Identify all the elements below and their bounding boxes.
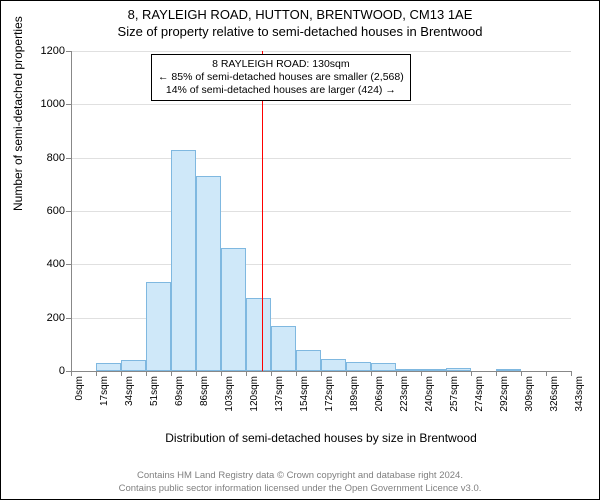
histogram-bar [146,282,171,371]
ytick-label: 200 [25,312,65,324]
chart-container: 8, RAYLEIGH ROAD, HUTTON, BRENTWOOD, CM1… [0,0,600,500]
xtick-label: 103sqm [224,376,235,412]
xtick-label: 240sqm [424,376,435,412]
xtick-label: 223sqm [399,376,410,412]
xtick-label: 206sqm [374,376,385,412]
histogram-bar [121,360,146,371]
ytick-label: 800 [25,152,65,164]
xtick-label: 309sqm [524,376,535,412]
histogram-bar [246,298,271,371]
xtick-label: 34sqm [124,376,135,406]
ytick-label: 1200 [25,45,65,57]
xtick-label: 154sqm [299,376,310,412]
histogram-bar [221,248,246,371]
histogram-bar [271,326,296,371]
annotation-line1: 8 RAYLEIGH ROAD: 130sqm [158,58,404,71]
footer-line1: Contains HM Land Registry data © Crown c… [1,470,599,482]
chart-area: 0200400600800100012000sqm17sqm34sqm51sqm… [71,51,571,371]
gridline [71,51,571,52]
annotation-line2: ← 85% of semi-detached houses are smalle… [158,71,404,84]
gridline [71,104,571,105]
xtick-label: 189sqm [349,376,360,412]
xtick-label: 51sqm [149,376,160,406]
xtick-label: 86sqm [199,376,210,406]
footer-line2: Contains public sector information licen… [1,483,599,495]
xtick-label: 343sqm [574,376,585,412]
histogram-bar [296,350,321,371]
xtick-label: 274sqm [474,376,485,412]
title-sub: Size of property relative to semi-detach… [1,24,599,39]
histogram-bar [96,363,121,371]
title-block: 8, RAYLEIGH ROAD, HUTTON, BRENTWOOD, CM1… [1,1,599,39]
title-main: 8, RAYLEIGH ROAD, HUTTON, BRENTWOOD, CM1… [1,7,599,22]
xtick-label: 326sqm [549,376,560,412]
y-axis-line [71,51,72,371]
annotation-line3: 14% of semi-detached houses are larger (… [158,84,404,97]
ytick-label: 600 [25,205,65,217]
gridline [71,211,571,212]
xtick-label: 172sqm [324,376,335,412]
y-axis-label: Number of semi-detached properties [11,16,25,211]
annotation-box: 8 RAYLEIGH ROAD: 130sqm← 85% of semi-det… [151,54,411,101]
ytick-label: 400 [25,258,65,270]
x-axis-line [71,371,571,372]
xtick-mark [571,371,572,376]
histogram-bar [196,176,221,371]
footer: Contains HM Land Registry data © Crown c… [1,470,599,495]
histogram-bar [171,150,196,371]
ytick-label: 0 [25,365,65,377]
plot-region: 0200400600800100012000sqm17sqm34sqm51sqm… [71,51,571,371]
ytick-label: 1000 [25,98,65,110]
x-axis-label: Distribution of semi-detached houses by … [71,431,571,445]
xtick-label: 137sqm [274,376,285,412]
histogram-bar [371,363,396,371]
xtick-label: 120sqm [249,376,260,412]
gridline [71,264,571,265]
xtick-label: 257sqm [449,376,460,412]
gridline [71,158,571,159]
xtick-label: 0sqm [74,376,85,400]
xtick-label: 292sqm [499,376,510,412]
xtick-label: 17sqm [99,376,110,406]
histogram-bar [346,362,371,371]
xtick-label: 69sqm [174,376,185,406]
histogram-bar [321,359,346,371]
